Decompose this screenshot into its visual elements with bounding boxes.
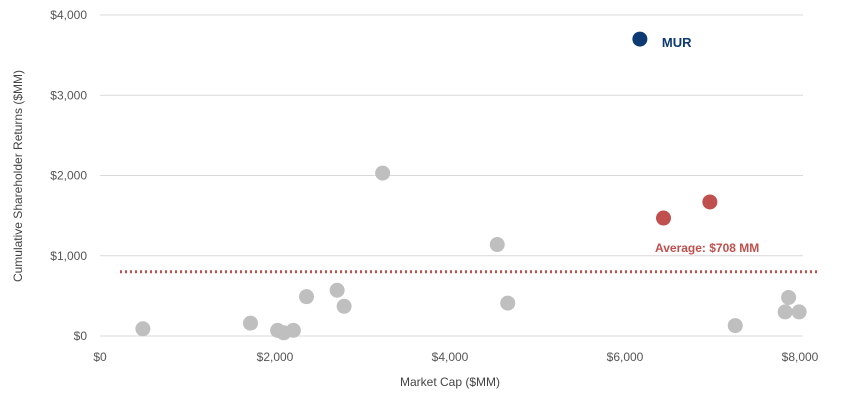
y-tick-label: $1,000	[50, 249, 87, 263]
peer-point	[777, 304, 793, 320]
x-tick-label: $6,000	[607, 350, 644, 364]
mur-label: MUR	[662, 35, 692, 50]
peer-point	[375, 165, 391, 181]
x-tick-label: $4,000	[432, 350, 469, 364]
y-tick-label: $2,000	[50, 169, 87, 183]
x-tick-label: $0	[93, 350, 107, 364]
highlight-point	[702, 194, 718, 210]
peer-point	[781, 289, 797, 305]
peer-point	[299, 289, 314, 305]
x-tick-labels: $0 $2,000 $4,000 $6,000 $8,000	[93, 350, 818, 364]
mur-point	[632, 31, 648, 47]
peer-point	[791, 304, 807, 320]
highlight-point	[656, 210, 671, 226]
x-axis-title: Market Cap ($MM)	[400, 375, 500, 389]
peer-point	[500, 295, 516, 311]
peer-point	[329, 282, 345, 298]
y-tick-label: $4,000	[50, 8, 87, 22]
average-line-group: Average: $708 MM	[120, 241, 820, 274]
peer-point	[243, 315, 258, 331]
peer-point	[727, 318, 743, 334]
x-tick-label: $2,000	[257, 350, 294, 364]
grid-lines	[100, 14, 803, 337]
y-tick-label: $3,000	[50, 88, 87, 102]
peer-point	[135, 321, 151, 337]
peer-point	[489, 237, 505, 253]
x-tick-label: $8,000	[782, 350, 819, 364]
peer-point	[336, 298, 352, 314]
average-label: Average: $708 MM	[655, 241, 759, 255]
y-tick-labels: $0 $1,000 $2,000 $3,000 $4,000	[50, 8, 87, 343]
y-axis-title: Cumulative Shareholder Returns ($MM)	[11, 70, 25, 282]
y-tick-label: $0	[74, 329, 88, 343]
data-points: MUR	[135, 31, 807, 341]
peer-point	[285, 322, 301, 338]
